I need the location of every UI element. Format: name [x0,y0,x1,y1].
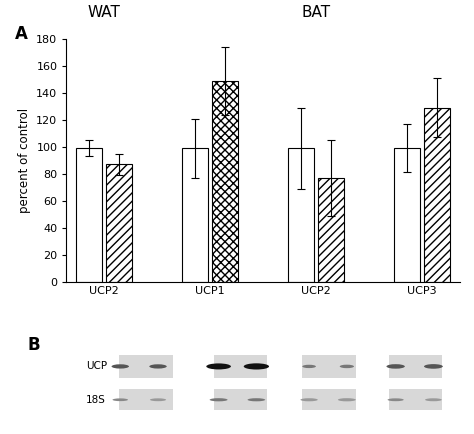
Ellipse shape [386,364,405,368]
Bar [394,148,420,282]
Bar [119,355,173,378]
Ellipse shape [247,398,265,401]
Ellipse shape [340,365,354,368]
Ellipse shape [206,363,231,369]
Text: UCP: UCP [86,362,107,372]
Bar [318,178,344,282]
Text: WAT: WAT [88,5,121,20]
Bar [76,148,102,282]
Ellipse shape [388,398,404,401]
Bar [119,389,173,411]
Bar [302,389,356,411]
Ellipse shape [111,364,129,368]
Bar [182,148,208,282]
Ellipse shape [301,398,318,401]
Ellipse shape [302,365,316,368]
Bar [214,355,267,378]
Ellipse shape [112,398,128,401]
Ellipse shape [425,398,442,401]
Ellipse shape [244,363,269,369]
Y-axis label: percent of control: percent of control [18,108,31,213]
Bar [214,389,267,411]
Bar [212,81,238,282]
Ellipse shape [150,398,166,401]
Bar [389,389,442,411]
Bar [106,164,132,282]
Bar [424,108,450,282]
Ellipse shape [210,398,228,401]
Ellipse shape [338,398,356,401]
Text: A: A [15,24,28,43]
Ellipse shape [149,364,167,368]
Text: BAT: BAT [301,5,330,20]
Ellipse shape [424,364,443,369]
Text: 18S: 18S [86,395,106,405]
Bar [389,355,442,378]
Bar [288,148,314,282]
Bar [302,355,356,378]
Text: B: B [27,336,40,354]
